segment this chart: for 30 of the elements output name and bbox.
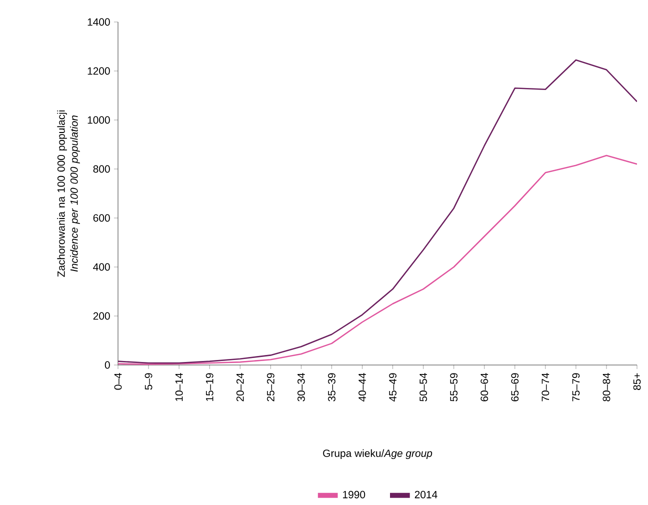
x-tick-label: 40–44 <box>358 373 366 402</box>
legend-label: 1990 <box>343 490 366 498</box>
x-tick-label: 60–64 <box>480 373 488 402</box>
y-tick-label: 1400 <box>88 18 110 26</box>
x-tick-label: 80–84 <box>602 373 610 402</box>
y-tick-label: 600 <box>93 214 110 222</box>
x-tick-label: 75–79 <box>572 373 580 402</box>
x-tick-label: 55–59 <box>450 373 458 402</box>
x-tick-label: 5–9 <box>144 373 152 390</box>
x-tick-label: 25–29 <box>266 373 274 402</box>
x-tick-label: 15–19 <box>206 373 214 401</box>
x-axis-title: Grupa wieku/Age group <box>323 449 432 460</box>
x-tick-label: 65–69 <box>511 373 519 402</box>
legend-label: 2014 <box>414 490 438 498</box>
x-tick-label: 0–4 <box>114 373 122 390</box>
y-axis-title: Zachorowania na 100 000 populacji Incidence per 100 000 population <box>57 110 80 277</box>
x-tick-label: 10–14 <box>175 373 183 401</box>
y-tick-label: 0 <box>104 361 110 369</box>
x-tick-label: 85+ <box>633 373 641 390</box>
x-tick-label: 70–74 <box>542 373 550 402</box>
x-tick-label: 50–54 <box>420 373 428 402</box>
y-tick-label: 400 <box>93 263 110 271</box>
x-tick-label: 30–34 <box>297 373 305 402</box>
y-tick-label: 1000 <box>88 116 110 124</box>
y-tick-label: 800 <box>93 165 110 173</box>
y-tick-label: 1200 <box>88 67 110 75</box>
x-tick-label: 45–49 <box>389 373 396 402</box>
x-tick-label: 35–39 <box>328 373 336 402</box>
y-tick-label: 200 <box>93 312 110 320</box>
x-tick-label: 20–24 <box>236 373 244 402</box>
